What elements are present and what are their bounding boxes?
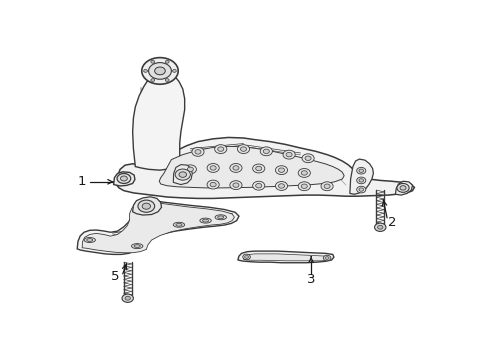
Ellipse shape xyxy=(176,223,182,226)
Circle shape xyxy=(175,169,190,180)
Polygon shape xyxy=(116,138,415,198)
Circle shape xyxy=(260,147,272,156)
Polygon shape xyxy=(173,165,192,185)
Circle shape xyxy=(359,179,364,182)
Circle shape xyxy=(155,67,165,75)
Polygon shape xyxy=(77,198,239,255)
Circle shape xyxy=(357,177,366,184)
Circle shape xyxy=(301,184,307,188)
Ellipse shape xyxy=(134,245,140,247)
Circle shape xyxy=(207,163,219,172)
Circle shape xyxy=(298,168,310,177)
Circle shape xyxy=(179,172,187,177)
Circle shape xyxy=(324,184,330,188)
Ellipse shape xyxy=(202,219,209,222)
Circle shape xyxy=(238,145,249,153)
Circle shape xyxy=(218,147,224,151)
Circle shape xyxy=(263,149,270,153)
Circle shape xyxy=(253,164,265,173)
Circle shape xyxy=(207,180,219,189)
Circle shape xyxy=(151,78,155,81)
Circle shape xyxy=(305,156,311,161)
Circle shape xyxy=(117,174,131,184)
Circle shape xyxy=(230,163,242,172)
Circle shape xyxy=(357,186,366,193)
Circle shape xyxy=(125,296,130,300)
Circle shape xyxy=(298,182,310,191)
Ellipse shape xyxy=(173,222,185,227)
Circle shape xyxy=(359,169,364,172)
Text: 2: 2 xyxy=(388,216,396,229)
Circle shape xyxy=(378,225,383,229)
Circle shape xyxy=(374,223,386,231)
Circle shape xyxy=(210,183,216,187)
Circle shape xyxy=(241,147,246,151)
Circle shape xyxy=(325,257,329,260)
Polygon shape xyxy=(159,146,344,188)
Circle shape xyxy=(400,186,406,190)
Circle shape xyxy=(144,69,147,72)
Ellipse shape xyxy=(215,215,226,220)
Circle shape xyxy=(397,184,409,192)
Ellipse shape xyxy=(200,218,211,223)
Circle shape xyxy=(233,166,239,170)
Polygon shape xyxy=(395,181,413,195)
Circle shape xyxy=(275,181,288,190)
Circle shape xyxy=(172,69,176,72)
Text: 1: 1 xyxy=(78,175,86,188)
Text: 4: 4 xyxy=(142,204,150,217)
Circle shape xyxy=(151,60,155,63)
Circle shape xyxy=(215,145,227,153)
Circle shape xyxy=(256,184,262,188)
Circle shape xyxy=(195,150,201,154)
Circle shape xyxy=(278,184,285,188)
Circle shape xyxy=(142,203,150,209)
Circle shape xyxy=(121,176,127,181)
Polygon shape xyxy=(238,251,334,263)
Polygon shape xyxy=(114,172,135,186)
Circle shape xyxy=(138,200,155,212)
Ellipse shape xyxy=(131,244,143,249)
Circle shape xyxy=(275,166,288,175)
Circle shape xyxy=(142,58,178,84)
Circle shape xyxy=(148,63,172,79)
Circle shape xyxy=(165,60,169,63)
Circle shape xyxy=(359,188,364,191)
Circle shape xyxy=(233,183,239,187)
Circle shape xyxy=(302,154,314,163)
Ellipse shape xyxy=(87,239,93,242)
Circle shape xyxy=(187,167,194,172)
Circle shape xyxy=(230,181,242,190)
Circle shape xyxy=(165,78,169,81)
Circle shape xyxy=(210,166,216,170)
Circle shape xyxy=(184,165,196,174)
Text: 5: 5 xyxy=(111,270,120,283)
Circle shape xyxy=(253,181,265,190)
Circle shape xyxy=(357,167,366,174)
Circle shape xyxy=(323,255,331,261)
Polygon shape xyxy=(133,71,185,170)
Polygon shape xyxy=(244,254,329,261)
Circle shape xyxy=(286,152,292,157)
Polygon shape xyxy=(82,201,234,253)
Circle shape xyxy=(245,256,248,258)
Circle shape xyxy=(301,171,307,175)
Polygon shape xyxy=(350,159,373,194)
Circle shape xyxy=(278,168,285,172)
Ellipse shape xyxy=(84,238,96,243)
Polygon shape xyxy=(133,197,162,215)
Circle shape xyxy=(256,166,262,171)
Circle shape xyxy=(192,148,204,156)
Circle shape xyxy=(122,294,133,302)
Ellipse shape xyxy=(218,216,224,219)
Text: 3: 3 xyxy=(307,273,316,286)
Circle shape xyxy=(283,150,295,159)
Circle shape xyxy=(321,182,333,191)
Circle shape xyxy=(243,254,250,260)
